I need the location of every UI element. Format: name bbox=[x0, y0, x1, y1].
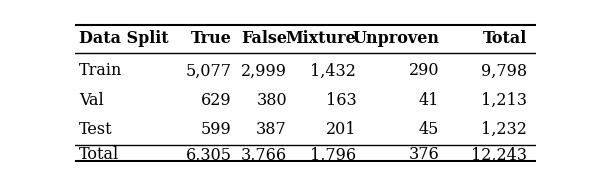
Text: 629: 629 bbox=[201, 92, 231, 109]
Text: 45: 45 bbox=[419, 121, 439, 138]
Text: 163: 163 bbox=[325, 92, 356, 109]
Text: 9,798: 9,798 bbox=[481, 62, 527, 79]
Text: 387: 387 bbox=[256, 121, 287, 138]
Text: 376: 376 bbox=[409, 147, 439, 163]
Text: 5,077: 5,077 bbox=[185, 62, 231, 79]
Text: Data Split: Data Split bbox=[79, 30, 169, 47]
Text: Test: Test bbox=[79, 121, 113, 138]
Text: Train: Train bbox=[79, 62, 123, 79]
Text: 599: 599 bbox=[201, 121, 231, 138]
Text: 41: 41 bbox=[419, 92, 439, 109]
Text: 290: 290 bbox=[409, 62, 439, 79]
Text: True: True bbox=[191, 30, 231, 47]
Text: Val: Val bbox=[79, 92, 104, 109]
Text: 1,796: 1,796 bbox=[310, 147, 356, 163]
Text: False: False bbox=[241, 30, 287, 47]
Text: Mixture: Mixture bbox=[285, 30, 356, 47]
Text: 201: 201 bbox=[326, 121, 356, 138]
Text: Unproven: Unproven bbox=[352, 30, 439, 47]
Text: 1,232: 1,232 bbox=[482, 121, 527, 138]
Text: 1,213: 1,213 bbox=[481, 92, 527, 109]
Text: 1,432: 1,432 bbox=[311, 62, 356, 79]
Text: 12,243: 12,243 bbox=[471, 147, 527, 163]
Text: 6,305: 6,305 bbox=[185, 147, 231, 163]
Text: 3,766: 3,766 bbox=[241, 147, 287, 163]
Text: 380: 380 bbox=[256, 92, 287, 109]
Text: Total: Total bbox=[483, 30, 527, 47]
Text: Total: Total bbox=[79, 147, 119, 163]
Text: 2,999: 2,999 bbox=[241, 62, 287, 79]
